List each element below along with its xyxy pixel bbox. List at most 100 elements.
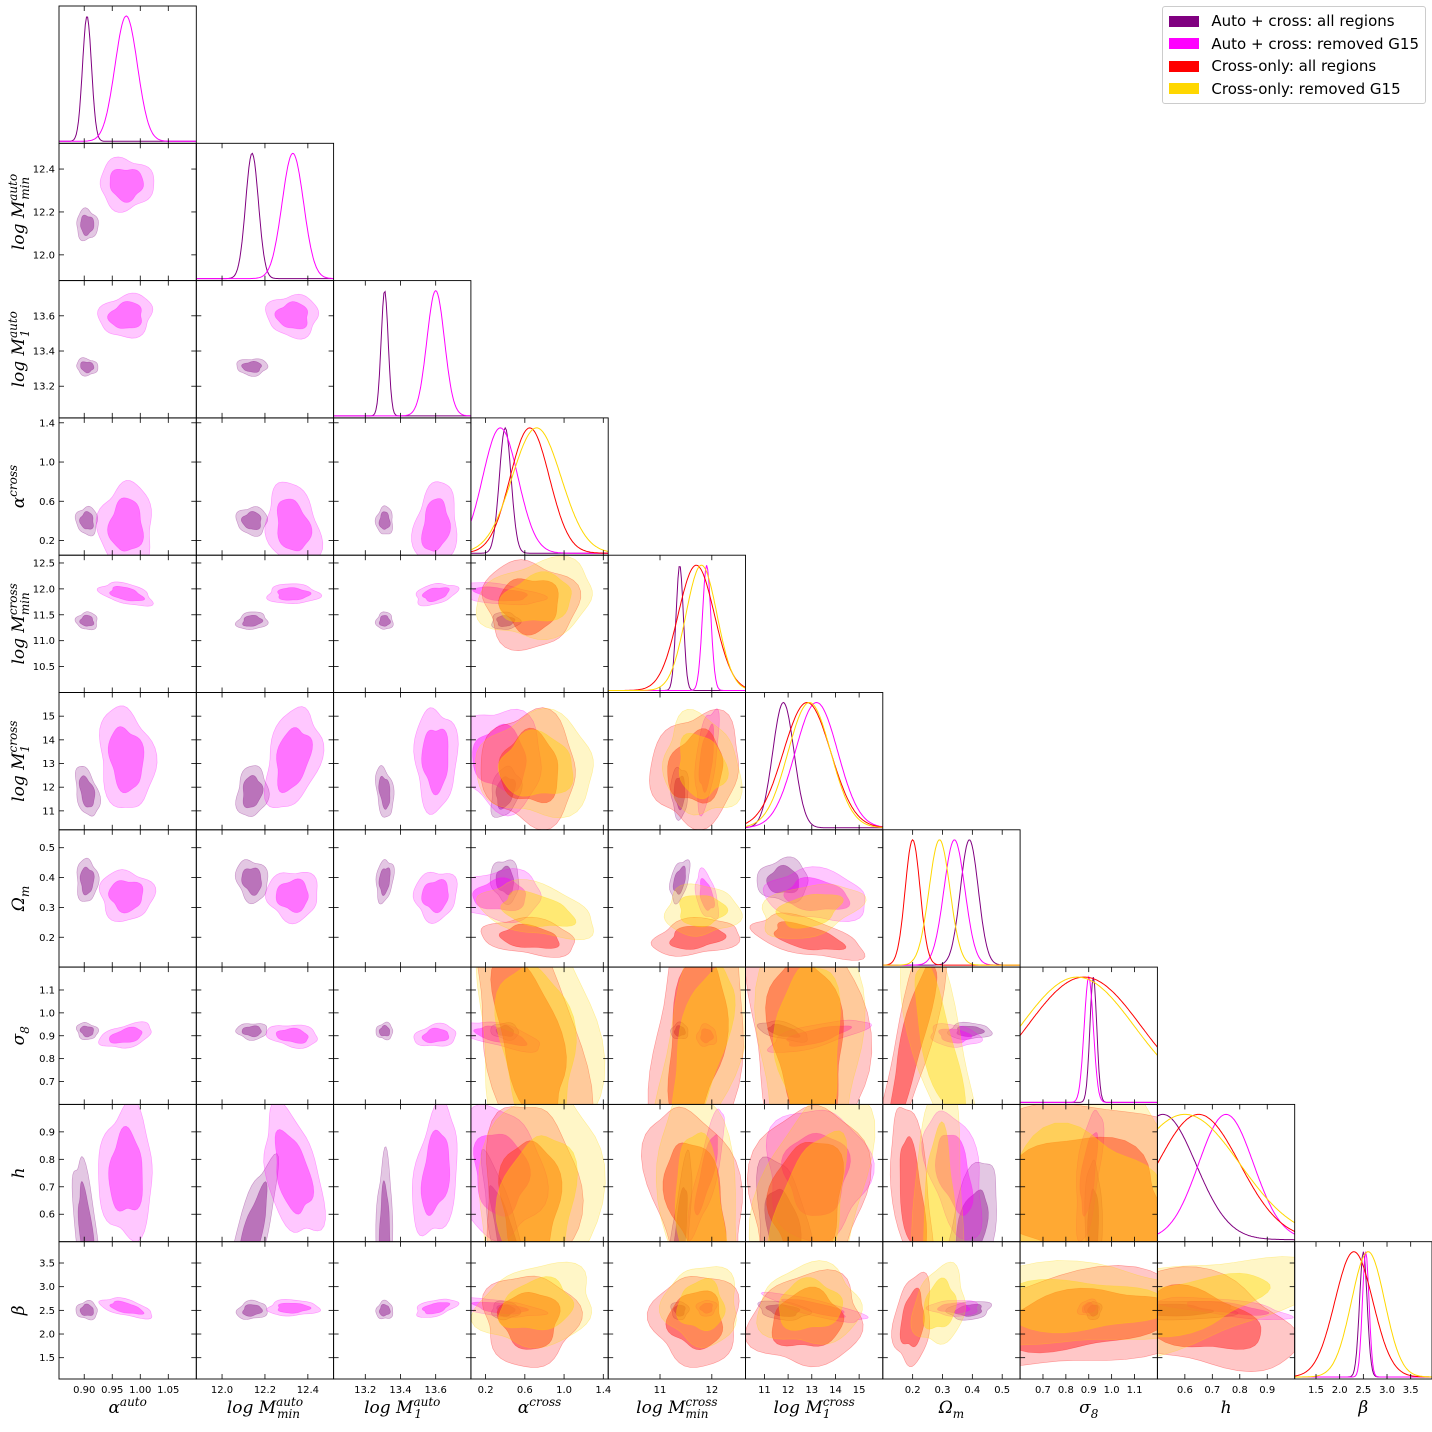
panel-h-vs-logMmin_cross (607, 1103, 746, 1243)
panel-content (882, 967, 993, 1105)
contour-68%-auto-cross-all-regions (488, 1185, 517, 1242)
contour-68%-auto-cross-removed-g15 (780, 1298, 846, 1318)
marginal-auto-cross-removed-g15-sigma_8 (1020, 975, 1158, 1103)
panel-sigma_8-vs-alpha_cross (470, 966, 609, 1105)
contour-95%-auto-cross-removed-g15 (413, 707, 459, 815)
contour-68%-auto-cross-all-regions (765, 1304, 801, 1317)
y-tick-label: 0.3 (39, 903, 55, 914)
y-tick-label: 15 (42, 712, 55, 723)
contour-68%-cross-only-removed-g15 (676, 1278, 726, 1331)
panel-content (647, 967, 746, 1105)
marginal-cross-only-removed-g15-logM1_cross (745, 701, 883, 828)
y-tick-label: 10.5 (33, 662, 55, 673)
contour-68%-auto-cross-all-regions (378, 1180, 391, 1242)
y-tick-label: 3.5 (39, 1259, 55, 1270)
contour-68%-auto-cross-all-regions (79, 1303, 94, 1316)
contour-68%-auto-cross-removed-g15 (107, 497, 144, 552)
contour-95%-cross-only-removed-g15 (1020, 1104, 1158, 1242)
panel-content (470, 1261, 593, 1368)
panel-frame (58, 5, 197, 144)
contour-68%-cross-only-all-regions (498, 923, 560, 949)
contour-95%-cross-only-all-regions (647, 967, 744, 1105)
contour-95%-cross-only-removed-g15 (475, 879, 594, 941)
x-axis-label-logMmin_cross: log Mcross min (636, 1395, 717, 1421)
contour-68%-cross-only-removed-g15 (679, 895, 729, 928)
contour-68%-cross-only-removed-g15 (775, 893, 844, 929)
y-axis-label-beta: β (9, 1305, 29, 1316)
contour-68%-cross-only-all-regions (667, 967, 729, 1105)
x-tick-label: 11 (654, 1385, 667, 1396)
contour-68%-auto-cross-removed-g15 (473, 1025, 528, 1046)
x-tick-label: 0.9 (1259, 1385, 1275, 1396)
contour-68%-auto-cross-all-regions (495, 776, 516, 810)
contour-95%-auto-cross-removed-g15 (264, 481, 324, 556)
contour-95%-cross-only-all-regions (882, 967, 947, 1105)
panel-frame (333, 1241, 472, 1380)
y-tick-label: 13.6 (33, 311, 55, 322)
y-axis-label-logM1_cross: log Mcross1 (6, 720, 32, 801)
panel-logMmin_cross-vs-alpha_cross (470, 554, 609, 693)
legend-swatch (1169, 15, 1200, 27)
contour-68%-auto-cross-all-regions (242, 1304, 263, 1317)
x-tick-label: 3.5 (1403, 1385, 1419, 1396)
panel-h-vs-logM1_cross (745, 1103, 884, 1243)
panel-frame (333, 554, 472, 693)
contour-68%-auto-cross-all-regions (1087, 1188, 1099, 1242)
contour-68%-auto-cross-all-regions (80, 214, 95, 237)
contour-95%-cross-only-all-regions (481, 559, 582, 652)
contour-95%-auto-cross-all-regions (756, 1020, 808, 1043)
panel-sigma_8-vs-logMmin_cross (607, 966, 746, 1105)
contour-95%-cross-only-all-regions (649, 708, 739, 830)
contour-95%-auto-cross-removed-g15 (411, 1104, 458, 1237)
contour-95%-auto-cross-all-regions (375, 1299, 394, 1320)
contour-95%-cross-only-all-regions (477, 967, 594, 1105)
panel-h-vs-logM1_auto (333, 1103, 472, 1243)
contour-95%-auto-cross-removed-g15 (765, 1109, 875, 1242)
contour-68%-auto-cross-removed-g15 (275, 1027, 309, 1044)
contour-68%-cross-only-removed-g15 (497, 729, 574, 797)
contour-95%-auto-cross-removed-g15 (98, 869, 157, 923)
contour-95%-auto-cross-all-regions (947, 1021, 993, 1040)
contour-68%-cross-only-all-regions (765, 967, 844, 1105)
contour-68%-auto-cross-all-regions (78, 775, 96, 808)
contour-95%-auto-cross-all-regions (670, 1021, 689, 1040)
legend-item: Cross-only: all regions (1169, 55, 1419, 78)
panel-content (76, 857, 157, 923)
contour-68%-auto-cross-removed-g15 (698, 723, 715, 793)
contour-95%-auto-cross-removed-g15 (767, 1019, 872, 1053)
contour-95%-auto-cross-removed-g15 (97, 292, 154, 339)
x-axis-label-Omega_m: Ωm (938, 1398, 965, 1421)
y-tick-label: 2.5 (39, 1306, 55, 1317)
contour-68%-auto-cross-removed-g15 (781, 1132, 851, 1216)
panel-sigma_8-vs-logM1_cross (745, 966, 884, 1105)
contour-95%-cross-only-all-regions (1020, 1104, 1158, 1242)
marginal-cross-only-removed-g15-Omega_m (882, 839, 1021, 966)
y-tick-label: 11 (42, 806, 55, 817)
panel-content (1020, 1104, 1158, 1242)
legend-label: Auto + cross: removed G15 (1211, 34, 1419, 53)
y-tick-label: 0.2 (39, 536, 55, 547)
marginal-cross-only-removed-g15-h (1157, 1113, 1295, 1224)
contour-95%-auto-cross-all-regions (1083, 1301, 1103, 1320)
panel-content (333, 290, 471, 417)
contour-68%-cross-only-removed-g15 (498, 571, 572, 623)
contour-95%-auto-cross-all-regions (1084, 1159, 1103, 1242)
contour-68%-auto-cross-removed-g15 (108, 880, 144, 914)
contour-68%-auto-cross-all-regions (672, 865, 686, 895)
marginal-auto-cross-removed-g15-alpha_auto (59, 15, 197, 142)
panel-Omega_m-vs-logMmin_auto (195, 829, 335, 968)
x-tick-label: 1.1 (1127, 1385, 1143, 1396)
panel-sigma_8-vs-sigma_8 (1019, 966, 1158, 1105)
y-tick-label: 0.9 (39, 1127, 55, 1138)
panel-content (375, 1021, 457, 1047)
y-axis-label-alpha_cross: αcross (6, 465, 29, 508)
contour-95%-auto-cross-all-regions (75, 1300, 98, 1321)
contour-95%-cross-only-all-regions (891, 1271, 931, 1367)
marginal-auto-cross-removed-g15-logMmin_cross (608, 565, 746, 691)
contour-95%-auto-cross-all-regions (235, 1023, 268, 1041)
contour-95%-auto-cross-removed-g15 (413, 1022, 457, 1047)
panel-h-vs-alpha_auto: 0.6 0.7 0.8 0.9 (39, 1103, 197, 1243)
contour-95%-auto-cross-removed-g15 (470, 868, 542, 924)
contour-95%-auto-cross-all-regions (756, 856, 809, 904)
